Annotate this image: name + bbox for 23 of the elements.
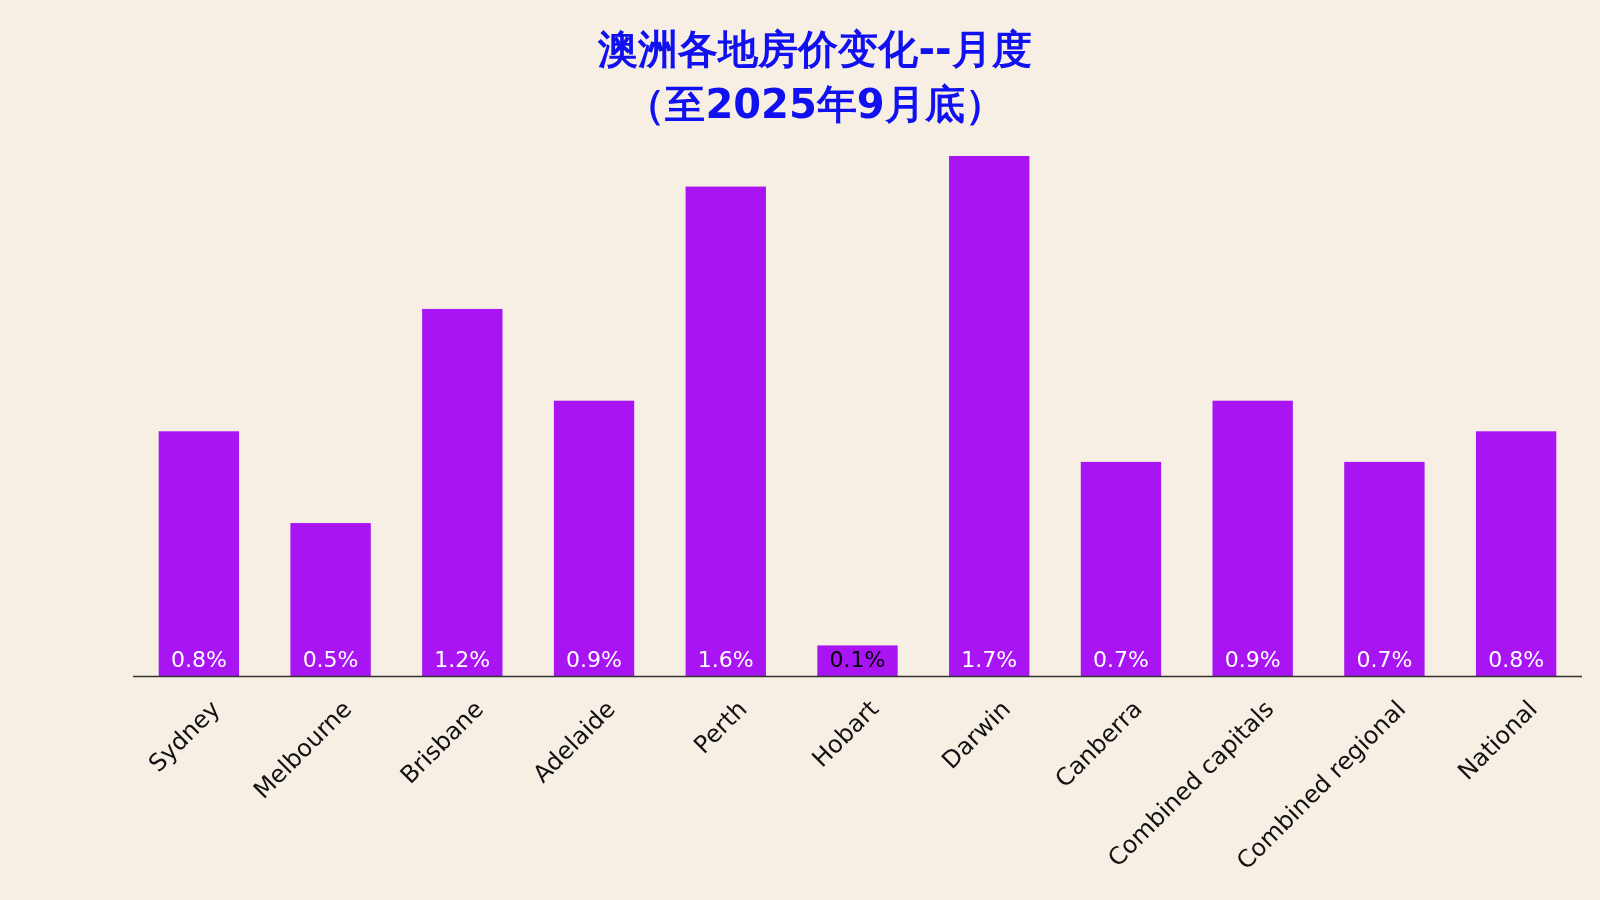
data-label: 1.2% xyxy=(434,647,491,672)
data-label: 0.8% xyxy=(170,647,227,672)
data-label: 0.1% xyxy=(829,647,886,672)
bar xyxy=(422,308,503,676)
data-label: 0.9% xyxy=(566,647,622,672)
data-label: 0.7% xyxy=(1356,647,1413,672)
bar xyxy=(553,400,635,676)
bar xyxy=(158,431,240,676)
data-label: 0.7% xyxy=(1093,647,1149,672)
bar xyxy=(1344,461,1425,676)
bar xyxy=(949,156,1030,676)
bar xyxy=(290,523,371,676)
data-label: 0.9% xyxy=(1224,647,1281,672)
chart-subtitle: （至2025年9月底） xyxy=(625,81,1005,127)
bar xyxy=(1212,400,1293,676)
data-label: 0.8% xyxy=(1488,647,1545,672)
data-label: 1.6% xyxy=(697,647,754,672)
chart-title: 澳洲各地房价变化--月度 xyxy=(597,26,1032,72)
bar xyxy=(1475,431,1557,676)
bar xyxy=(1080,461,1162,676)
bar xyxy=(685,186,766,676)
data-label: 0.5% xyxy=(302,647,359,672)
data-label: 1.7% xyxy=(961,647,1018,672)
